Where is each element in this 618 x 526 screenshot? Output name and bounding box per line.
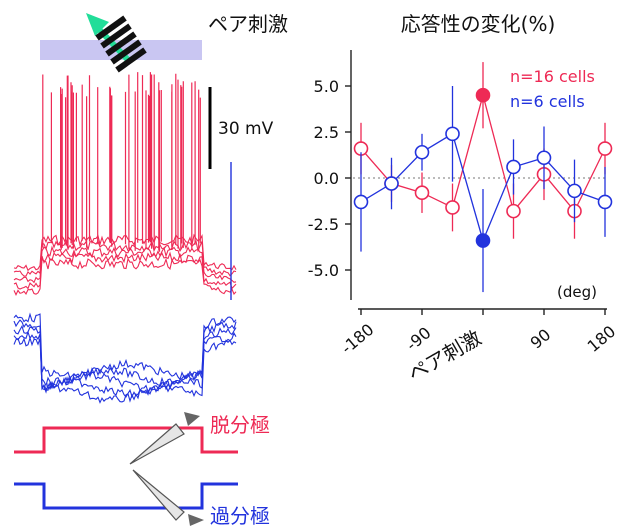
stimulus-panel: ペア刺激 30 mV 脱分極 過分極 xyxy=(13,12,288,526)
x-tick-label: 180 xyxy=(584,322,618,356)
electrode-icon-bottom xyxy=(132,469,204,526)
chart: 応答性の変化(%) 5.02.50.0-2.5-5.0-180 -90 90 180 … xyxy=(308,12,618,386)
series-red xyxy=(353,62,613,239)
y-tick-label: -5.0 xyxy=(308,261,339,280)
data-point xyxy=(506,203,521,219)
data-point xyxy=(506,159,521,175)
data-point xyxy=(414,144,430,160)
y-tick-label: 0.0 xyxy=(314,169,339,188)
data-point xyxy=(536,150,552,166)
red-trace xyxy=(13,257,237,297)
hyperpolarization-label: 過分極 xyxy=(210,504,270,526)
x-tick-label: 90 xyxy=(527,325,555,353)
depolarization-label: 脱分極 xyxy=(210,413,270,437)
chart-title: 応答性の変化(%) xyxy=(401,12,556,36)
electrode-icon-top xyxy=(129,412,200,465)
blue-trace xyxy=(13,330,237,399)
hyperpolarized-traces xyxy=(13,162,237,404)
legend-red: n=16 cells xyxy=(510,67,595,86)
depolarization-step xyxy=(14,426,238,454)
data-point xyxy=(567,183,582,199)
y-tick-label: 2.5 xyxy=(314,123,339,142)
stimulus-label: ペア刺激 xyxy=(208,12,288,36)
depolarized-traces xyxy=(13,72,237,297)
y-tick-label: -2.5 xyxy=(308,215,339,234)
x-tick-label: -180 xyxy=(337,320,377,358)
hyperpolarization-step xyxy=(14,482,238,510)
data-point xyxy=(597,141,613,156)
grating-icon xyxy=(95,15,147,73)
x-unit-label: (deg) xyxy=(557,283,597,301)
scale-label: 30 mV xyxy=(218,119,274,139)
y-tick-label: 5.0 xyxy=(314,77,339,96)
legend-blue: n=6 cells xyxy=(510,92,585,111)
data-point xyxy=(597,194,613,210)
highlight-point xyxy=(475,233,491,248)
series-blue xyxy=(353,86,613,293)
red-trace xyxy=(13,251,237,290)
data-point xyxy=(445,126,460,142)
chart-series xyxy=(353,62,613,293)
data-point xyxy=(384,176,399,191)
data-point xyxy=(414,185,430,201)
data-point xyxy=(353,194,369,210)
data-point xyxy=(445,200,460,215)
blue-trace xyxy=(13,336,237,404)
highlight-point xyxy=(475,87,491,103)
